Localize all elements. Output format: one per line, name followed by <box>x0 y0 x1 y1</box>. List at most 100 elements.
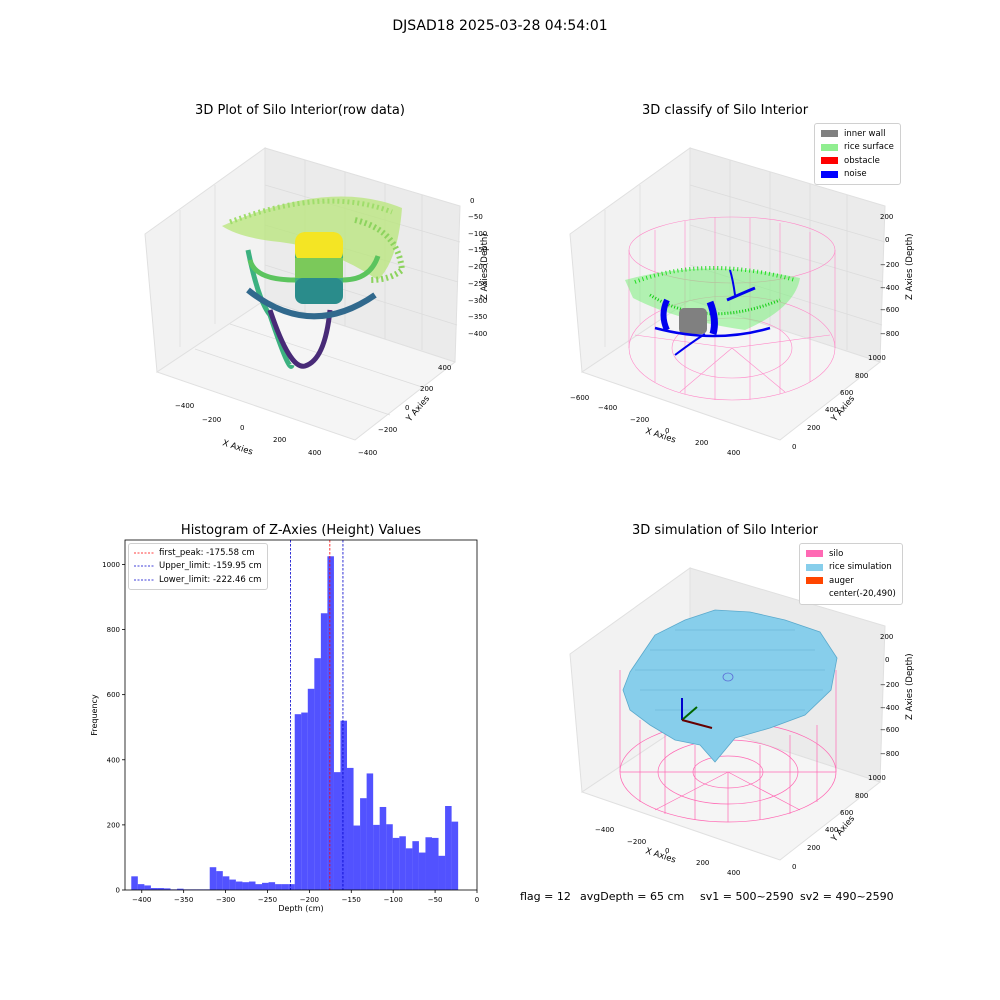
histogram-bar <box>248 881 256 890</box>
br-zticks: 200 0 −200 −400 −600 −800 <box>880 633 899 758</box>
tr-inner-wall-points <box>679 308 707 334</box>
legend-swatch <box>821 157 838 165</box>
tr-ytick: 600 <box>840 389 853 397</box>
histogram-bar <box>157 888 164 890</box>
histogram-xtick-label: −100 <box>384 896 403 904</box>
legend-label: obstacle <box>844 155 880 166</box>
legend-entry-rice-surface: rice surface <box>821 141 894 155</box>
br-ytick: 200 <box>807 844 820 852</box>
legend-line-swatch <box>134 565 154 567</box>
tr-ytick: 200 <box>807 424 820 432</box>
histogram-xtick-label: 0 <box>475 896 479 904</box>
histogram-bar <box>131 876 138 890</box>
br-center-marker <box>722 672 734 682</box>
legend-label: center(-20,490) <box>829 589 896 600</box>
legend-swatch <box>821 170 838 178</box>
histogram-bar <box>340 720 348 890</box>
br-rice-simulation-surface <box>622 609 838 763</box>
tr-zticks: 200 0 −200 −400 −600 −800 <box>880 213 899 338</box>
histogram-bar <box>418 852 426 890</box>
histogram-chart: −400 −350 −300 −250 −200 −150 −100 −50 0 0 200 400… <box>90 539 479 913</box>
footer-sv2: sv2 = 490~2590 <box>800 890 894 903</box>
histogram-bar <box>347 767 354 890</box>
histogram-bar <box>386 824 393 890</box>
br-zlabel: Z Axies (Depth) <box>905 653 915 720</box>
histogram-ytick-label: 800 <box>107 626 120 634</box>
histogram-bar <box>451 821 459 890</box>
tr-ztick: 0 <box>885 236 889 244</box>
legend-swatch <box>806 577 823 585</box>
tl-plot-title: 3D Plot of Silo Interior(row data) <box>195 103 405 118</box>
histogram-xlabel: Depth (cm) <box>278 904 323 913</box>
tl-ztick: −100 <box>468 230 487 238</box>
histogram-bar <box>320 613 328 890</box>
br-legend: silo rice simulation auger center(-20,49… <box>799 543 903 605</box>
histogram-bar <box>360 798 367 890</box>
br-3d-plot: −400 −200 0 200 400 X Axies 1000 800 600… <box>569 567 915 877</box>
legend-line-swatch <box>134 579 154 581</box>
histogram-xtick-label: −350 <box>174 896 193 904</box>
br-ztick: 0 <box>885 656 889 664</box>
histogram-xtick-label: −400 <box>132 896 151 904</box>
br-xtick: −200 <box>627 838 646 846</box>
histogram-bar <box>137 884 145 890</box>
footer-sv1: sv1 = 500~2590 <box>700 890 794 903</box>
legend-label: auger <box>829 575 854 586</box>
histogram-bar <box>275 884 282 890</box>
histogram-bar <box>177 888 184 890</box>
legend-entry-rice-simulation: rice simulation <box>806 561 896 575</box>
histogram-bar <box>373 824 380 890</box>
histogram-bar <box>222 876 230 890</box>
tl-ztick: 0 <box>470 197 474 205</box>
tl-ztick: −400 <box>468 330 487 338</box>
tr-3d-plot: −600 −400 −200 0 200 400 X Axies 1000 80… <box>569 147 915 457</box>
br-yticks: 1000 800 600 400 200 0 <box>792 774 886 871</box>
br-xlabel: X Axies <box>644 846 677 865</box>
br-ztick: −200 <box>880 681 899 689</box>
tr-classified-scatter <box>625 266 800 356</box>
figure-suptitle: DJSAD18 2025-03-28 04:54:01 <box>392 18 608 34</box>
histogram-bar <box>144 885 151 890</box>
tl-xtick: −400 <box>175 402 194 410</box>
tr-zlabel: Z Axies (Depth) <box>905 233 915 300</box>
tr-xlabel: X Axies <box>644 426 677 445</box>
legend-swatch <box>821 143 838 151</box>
histogram-bar <box>288 884 295 890</box>
histogram-bar <box>333 772 341 890</box>
tr-ztick: −200 <box>880 261 899 269</box>
tl-zlabel: Z Axies (Depth) <box>480 233 490 300</box>
tl-ytick: 200 <box>420 385 433 393</box>
br-ztick: −400 <box>880 704 899 712</box>
footer-flag: flag = 12 <box>520 890 571 903</box>
histogram-xtick-label: −200 <box>300 896 319 904</box>
histogram-bar <box>405 848 413 890</box>
tr-legend: inner wall rice surface obstacle noise <box>814 123 901 185</box>
histogram-bar <box>262 882 269 890</box>
br-xticks: −400 −200 0 200 400 <box>595 826 740 877</box>
histogram-bar <box>209 867 217 890</box>
tl-xtick: −200 <box>202 416 221 424</box>
tl-ztick: −250 <box>468 280 487 288</box>
histogram-bar <box>327 556 334 890</box>
tl-ytick: −200 <box>378 426 397 434</box>
histogram-xtick-label: −300 <box>216 896 235 904</box>
histogram-ytick-label: 200 <box>107 821 120 829</box>
legend-label: rice simulation <box>829 562 892 573</box>
tl-ytick: −400 <box>358 449 377 457</box>
tr-ytick: 0 <box>792 443 796 451</box>
tr-ytick: 800 <box>855 372 868 380</box>
histogram-bar <box>235 881 243 890</box>
histogram-bar <box>353 825 361 890</box>
tl-zticks: 0 −50 −100 −150 −200 −250 −300 −350 −400 <box>468 197 487 338</box>
tr-ztick: −400 <box>880 284 899 292</box>
histogram-ytick-label: 400 <box>107 756 120 764</box>
tl-xticks: −400 −200 0 200 400 <box>175 402 321 457</box>
tl-xlabel: X Axies <box>221 438 254 457</box>
tr-xtick: −400 <box>598 404 617 412</box>
tl-ztick: −50 <box>468 213 483 221</box>
histogram-ylabel: Frequency <box>90 694 99 736</box>
legend-entry-center: center(-20,490) <box>806 588 896 602</box>
tl-xtick: 400 <box>308 449 321 457</box>
tl-xtick: 200 <box>273 436 286 444</box>
legend-swatch <box>806 591 823 598</box>
